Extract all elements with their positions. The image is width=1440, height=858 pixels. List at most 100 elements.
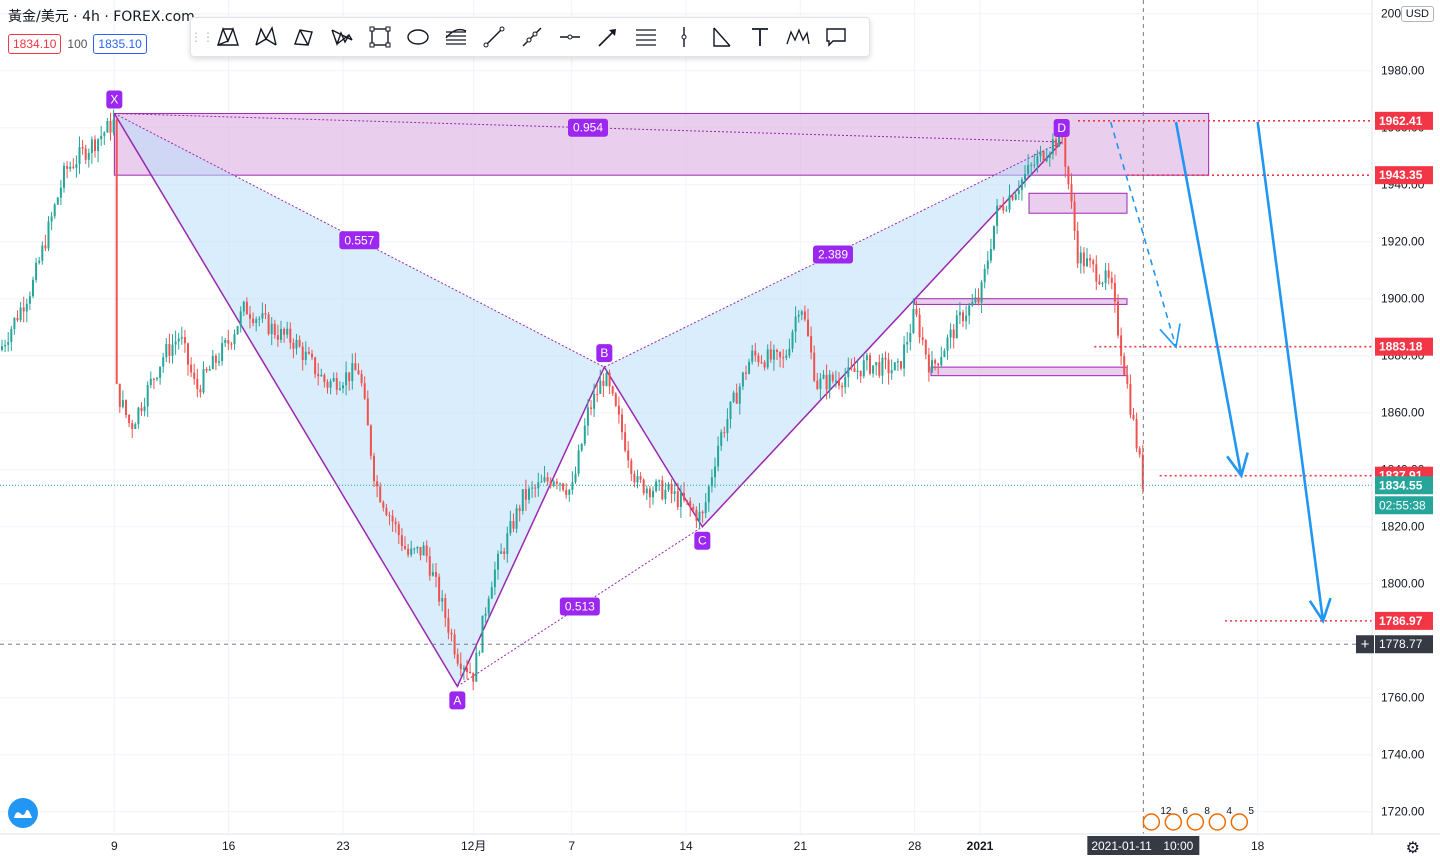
candle-body — [602, 380, 605, 386]
level-price-label-tag[interactable] — [1375, 337, 1433, 356]
text-icon[interactable] — [741, 18, 779, 56]
candle-body — [583, 425, 586, 444]
candle-body — [748, 361, 751, 374]
callout-icon[interactable] — [817, 18, 855, 56]
candle-body — [35, 262, 38, 280]
vertical-line-icon[interactable] — [665, 18, 703, 56]
candle-body — [342, 385, 344, 389]
candle-body — [763, 362, 766, 368]
cypher-pattern-icon[interactable] — [247, 18, 285, 56]
xabcd-pattern[interactable] — [113, 112, 1063, 688]
pattern-ratio-label: 0.513 — [565, 600, 595, 614]
pattern-ratio-badge[interactable] — [568, 118, 608, 137]
supply-zone[interactable] — [113, 112, 1210, 176]
last-price-label-tag[interactable] — [1375, 476, 1433, 495]
currency-label[interactable]: USD — [1400, 6, 1434, 22]
drag-handle-icon[interactable]: ⋮⋮ — [190, 30, 214, 44]
exchange-label: FOREX.com — [113, 9, 195, 25]
candle-body — [1002, 206, 1005, 211]
supply-zone[interactable] — [914, 298, 1128, 305]
pattern-point-label: X — [110, 92, 118, 106]
candle-body — [252, 318, 255, 324]
event-flag-icon[interactable] — [1142, 813, 1161, 831]
angle-icon[interactable] — [703, 18, 741, 56]
candle-body — [118, 383, 121, 407]
candle-body — [1135, 419, 1138, 449]
supply-zone[interactable] — [930, 366, 1128, 377]
candle-body — [320, 374, 323, 377]
candle-body — [977, 297, 980, 303]
chart-overlays[interactable]: X A B C D 0.557 0.513 2.389 0.954 — [0, 0, 1372, 834]
supply-zone[interactable] — [1028, 192, 1128, 214]
three-drives-icon[interactable] — [361, 18, 399, 56]
symbol-name[interactable]: 黃金/美元 — [8, 9, 69, 25]
price-axis[interactable]: 1720.001740.001760.001780.001800.001820.… — [1356, 0, 1440, 834]
candle-body — [230, 343, 233, 345]
ray-icon[interactable] — [513, 18, 551, 56]
pattern-ratio-badge[interactable] — [559, 597, 600, 616]
candle-body — [363, 383, 366, 399]
candle-body — [921, 337, 924, 341]
buy-price-button[interactable]: 1835.10 — [93, 34, 147, 54]
event-flag-icon[interactable] — [1230, 813, 1249, 831]
event-flag-icon[interactable] — [1208, 813, 1227, 831]
symbol-header[interactable]: 黃金/美元 · 4h · FOREX.com — [8, 9, 195, 25]
candle-body — [593, 393, 596, 409]
candle-body — [413, 548, 416, 550]
event-flag-icon[interactable] — [1164, 813, 1183, 831]
level-price-label-tag[interactable] — [1375, 111, 1433, 130]
abcd-pattern-icon[interactable] — [285, 18, 323, 56]
pattern-ratio-badge[interactable] — [339, 231, 380, 250]
fib-retracement-icon[interactable] — [627, 18, 665, 56]
candle-body — [487, 598, 490, 614]
pattern-icon[interactable] — [779, 18, 817, 56]
trend-line-icon[interactable] — [475, 18, 513, 56]
candle-body — [264, 313, 267, 315]
candle-body — [906, 342, 909, 345]
add-alert-button[interactable] — [1356, 635, 1374, 654]
tradingview-logo-icon[interactable] — [8, 798, 38, 828]
candle-body — [537, 482, 540, 489]
candle-body — [357, 370, 360, 375]
candle-body — [366, 398, 369, 426]
candle-body — [648, 488, 651, 498]
event-flag-icon[interactable] — [1186, 813, 1205, 831]
pattern-ratio-badge[interactable] — [813, 245, 853, 264]
candle-body — [261, 313, 264, 319]
head-shoulders-icon[interactable] — [399, 18, 437, 56]
interval-label[interactable]: 4h — [82, 9, 100, 25]
pattern-point-badge[interactable] — [1053, 118, 1070, 137]
projection-arrow[interactable] — [1256, 121, 1325, 622]
pattern-point-badge[interactable] — [449, 691, 466, 710]
time-axis[interactable]: 9 16 23 12月 7 14 21 28 2021 2021-01-11 10:00 18 — [0, 833, 1440, 855]
level-price-label-tag[interactable] — [1375, 611, 1433, 630]
candle-body — [38, 260, 41, 263]
pattern-point-badge[interactable] — [596, 344, 613, 363]
candle-body — [549, 481, 552, 486]
candle-body — [518, 508, 521, 511]
level-price-label-tag[interactable] — [1375, 166, 1433, 185]
candle-body — [847, 367, 850, 378]
arrow-icon[interactable] — [589, 18, 627, 56]
projection-arrow[interactable] — [1174, 121, 1243, 476]
candle-body — [673, 491, 676, 494]
settings-gear-icon[interactable]: ⚙ — [1405, 840, 1420, 857]
sell-price-button[interactable]: 1834.10 — [8, 34, 62, 54]
candle-body — [630, 460, 633, 475]
candle-body — [503, 551, 506, 554]
candle-body — [456, 654, 459, 664]
elliott-wave-icon[interactable] — [437, 18, 475, 56]
candle-body — [785, 355, 788, 358]
candle-body — [717, 445, 720, 467]
pattern-point-badge[interactable] — [106, 90, 123, 109]
candle-body — [245, 301, 248, 315]
candle-body — [140, 407, 143, 412]
economic-events[interactable]: 12 6 8 4 5 — [1142, 806, 1254, 831]
triangle-pattern-icon[interactable] — [323, 18, 361, 56]
supply-demand-zones[interactable] — [113, 112, 1210, 377]
pattern-point-badge[interactable] — [694, 531, 711, 550]
candle-body — [828, 374, 831, 390]
horizontal-line-icon[interactable] — [551, 18, 589, 56]
xabcd-pattern-icon[interactable] — [209, 18, 247, 56]
